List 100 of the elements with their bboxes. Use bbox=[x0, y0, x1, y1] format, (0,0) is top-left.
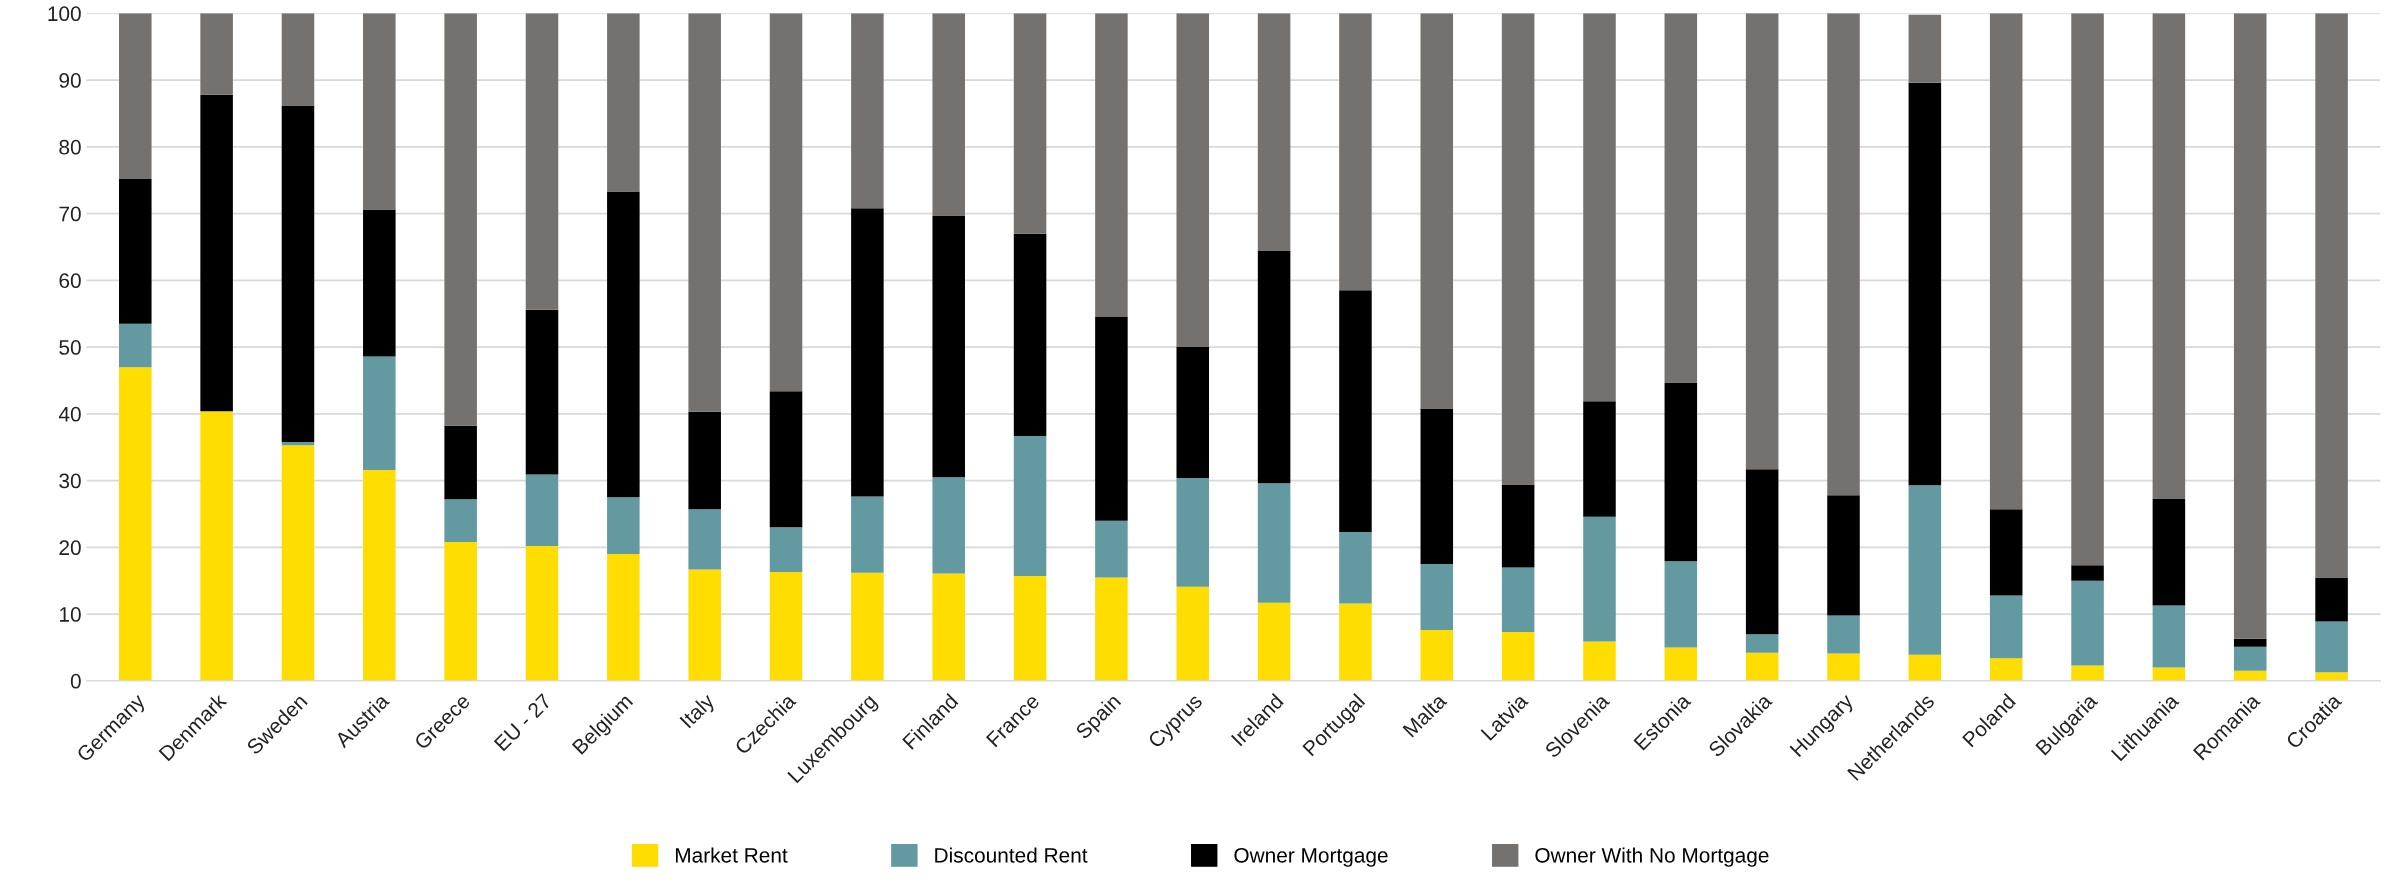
bar bbox=[851, 208, 884, 497]
bar bbox=[363, 356, 396, 470]
bar bbox=[119, 367, 152, 681]
bar bbox=[2315, 13, 2348, 578]
bar bbox=[2071, 580, 2104, 666]
bar bbox=[1257, 13, 1291, 251]
bar bbox=[688, 569, 721, 681]
bar bbox=[1339, 532, 1372, 604]
bar bbox=[363, 469, 396, 681]
bar bbox=[119, 13, 152, 179]
bar bbox=[1095, 520, 1128, 578]
y-tick-label: 70 bbox=[59, 206, 81, 222]
bar bbox=[1583, 516, 1616, 642]
bar bbox=[2315, 577, 2348, 622]
bar bbox=[688, 13, 721, 412]
bar bbox=[444, 13, 477, 426]
bar bbox=[1745, 634, 1779, 653]
legend-label: Owner With No Mortgage bbox=[1535, 847, 1769, 867]
bar bbox=[932, 573, 965, 681]
bar bbox=[607, 13, 640, 192]
bar bbox=[2233, 646, 2267, 671]
bar bbox=[1989, 595, 2023, 659]
bar bbox=[1664, 561, 1698, 648]
bar bbox=[688, 411, 721, 510]
y-tick-label: 30 bbox=[59, 473, 81, 489]
bar bbox=[1501, 13, 1535, 485]
bar bbox=[607, 497, 640, 555]
bar bbox=[281, 105, 315, 442]
legend-label: Owner Mortgage bbox=[1234, 847, 1388, 867]
bar bbox=[1176, 586, 1210, 681]
bar bbox=[1420, 13, 1454, 409]
bar bbox=[119, 178, 152, 324]
bar bbox=[2233, 13, 2267, 639]
y-tick-label: 20 bbox=[59, 540, 81, 556]
bar bbox=[1745, 13, 1779, 470]
bar bbox=[1420, 408, 1454, 565]
y-tick-label: 60 bbox=[59, 273, 81, 289]
bar bbox=[1989, 13, 2023, 510]
bar bbox=[444, 499, 477, 543]
bar bbox=[2152, 605, 2186, 668]
bar bbox=[769, 527, 803, 573]
bar bbox=[1827, 13, 1860, 496]
bar bbox=[119, 323, 152, 368]
bar bbox=[1745, 469, 1779, 635]
bar bbox=[769, 572, 803, 681]
bar bbox=[1664, 13, 1698, 383]
bar bbox=[1095, 13, 1128, 318]
bar bbox=[2315, 672, 2348, 681]
bar bbox=[1257, 483, 1291, 603]
bar bbox=[1013, 576, 1047, 681]
bar bbox=[932, 215, 965, 478]
bar bbox=[1501, 567, 1535, 633]
bar bbox=[200, 94, 233, 412]
y-tick-label: 40 bbox=[58, 406, 81, 422]
bar bbox=[2152, 498, 2186, 606]
bar bbox=[281, 445, 315, 681]
bar bbox=[1176, 347, 1210, 478]
bar bbox=[1583, 13, 1616, 402]
bar bbox=[444, 425, 477, 500]
bar bbox=[1583, 401, 1616, 517]
bar bbox=[444, 542, 477, 681]
bar bbox=[1339, 603, 1372, 681]
bar bbox=[1989, 658, 2023, 681]
x-tick-label: EU - 27 bbox=[493, 693, 553, 752]
bar bbox=[1420, 564, 1454, 631]
bar bbox=[769, 13, 803, 392]
bar bbox=[851, 496, 884, 573]
bar bbox=[2233, 670, 2267, 681]
bar bbox=[1989, 509, 2023, 596]
y-tick-label: 10 bbox=[60, 607, 81, 622]
bar bbox=[1501, 632, 1535, 681]
bar bbox=[1257, 250, 1291, 484]
bar bbox=[769, 391, 803, 528]
bar bbox=[1095, 577, 1128, 681]
bar bbox=[851, 13, 884, 209]
bar bbox=[607, 554, 640, 681]
bar bbox=[1095, 317, 1128, 521]
bar bbox=[932, 477, 965, 574]
bar bbox=[932, 13, 965, 216]
bar bbox=[1339, 13, 1372, 291]
bar bbox=[1745, 652, 1779, 681]
bar bbox=[1013, 233, 1047, 436]
bar bbox=[688, 509, 721, 570]
legend-label: Discounted Rent bbox=[935, 847, 1088, 863]
bar bbox=[2152, 13, 2186, 499]
bar bbox=[851, 572, 884, 681]
bar bbox=[1827, 495, 1860, 616]
bar bbox=[2071, 13, 2104, 566]
bar bbox=[525, 309, 559, 475]
bar bbox=[607, 191, 640, 498]
y-tick-label: 100 bbox=[48, 6, 81, 22]
bar bbox=[1908, 82, 1942, 486]
bar bbox=[2071, 665, 2104, 681]
bar bbox=[1501, 484, 1535, 568]
bar bbox=[1339, 290, 1372, 532]
bar bbox=[1176, 477, 1210, 587]
bar bbox=[1908, 14, 1942, 83]
bar bbox=[1013, 13, 1047, 234]
bar bbox=[281, 13, 315, 106]
bar bbox=[200, 13, 233, 95]
